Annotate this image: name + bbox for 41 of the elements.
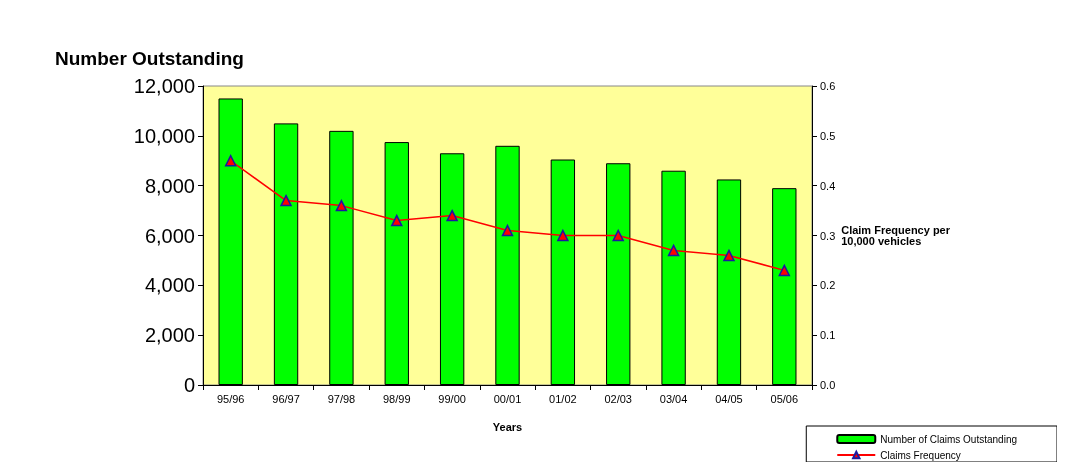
point — [557, 229, 569, 242]
point — [667, 244, 680, 257]
x-tick-label: 95/96 — [216, 392, 245, 405]
y2-tick-label: 0.4 — [820, 179, 836, 192]
y2-axis-title: Claim Frequency per 10,000 vehicles — [841, 224, 951, 247]
point — [446, 209, 458, 222]
chart-title: Number Outstanding — [55, 48, 244, 69]
x-tick-label: 01/02 — [549, 392, 577, 405]
y-tick-label: 4,000 — [144, 274, 195, 297]
y-tick-label: 2,000 — [144, 324, 195, 347]
x-tick-label: 96/97 — [272, 392, 300, 405]
x-tick-label: 03/04 — [659, 392, 688, 405]
point — [723, 249, 735, 262]
x-tick-label: 00/01 — [493, 392, 522, 405]
x-tick-label: 99/00 — [438, 392, 466, 405]
legend-label: Claims Frequency — [880, 449, 961, 461]
point — [778, 264, 791, 277]
y2-tick-label: 0.0 — [820, 379, 836, 391]
y2-tick-label: 0.3 — [820, 229, 836, 242]
y-tick-label: 8,000 — [144, 174, 195, 197]
x-tick-label: 05/06 — [770, 392, 799, 405]
legend-label: Number of Claims Outstanding — [880, 433, 1018, 445]
point — [391, 214, 403, 227]
x-tick-label: 04/05 — [715, 392, 743, 405]
x-tick-label: 97/98 — [327, 392, 356, 405]
point — [501, 224, 514, 237]
y2-tick-label: 0.5 — [820, 129, 836, 142]
y2-tick-label: 0.2 — [820, 279, 836, 292]
y2-tick-label: 0.6 — [820, 80, 836, 92]
point — [280, 194, 292, 207]
x-tick-label: 02/03 — [604, 392, 632, 405]
x-axis-title: Years — [492, 420, 523, 433]
point — [224, 155, 237, 167]
y-tick-label: 12,000 — [133, 75, 195, 97]
point — [335, 199, 348, 212]
y-tick-label: 10,000 — [133, 124, 195, 147]
x-tick-label: 98/99 — [383, 392, 411, 405]
y-tick-label: 6,000 — [144, 224, 195, 247]
point — [612, 229, 624, 242]
y-tick-label: 0 — [183, 374, 195, 396]
y2-tick-label: 0.1 — [820, 329, 836, 342]
